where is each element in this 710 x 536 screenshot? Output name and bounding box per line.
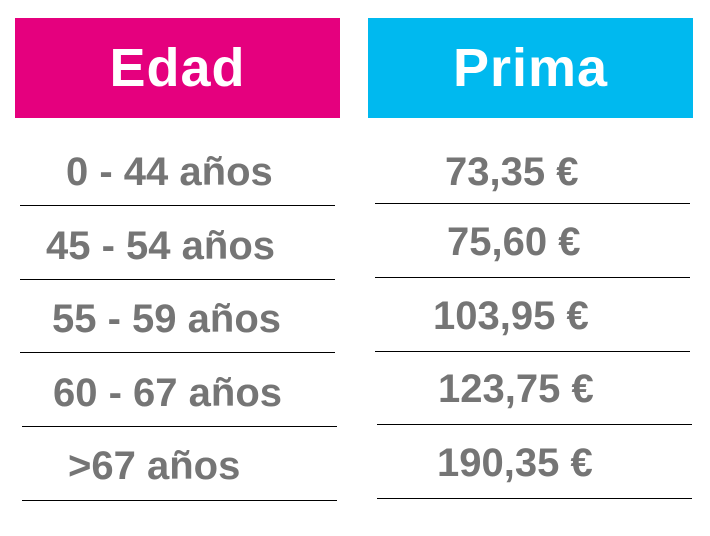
edad-cell-4: 60 - 67 años (53, 371, 283, 415)
prima-cell-4: 123,75 € (438, 367, 594, 411)
prima-header: Prima (368, 18, 693, 118)
edad-header-label: Edad (109, 38, 246, 98)
prima-row-divider (375, 203, 690, 204)
edad-row-divider (20, 205, 335, 206)
edad-cell-2: 45 - 54 años (46, 224, 276, 268)
edad-header: Edad (15, 18, 340, 118)
prima-row-divider (377, 424, 692, 425)
edad-row-divider (22, 426, 337, 427)
edad-cell-5: >67 años (68, 444, 241, 488)
edad-row-divider (22, 500, 337, 501)
prima-row-divider (375, 277, 690, 278)
prima-row-divider (375, 351, 690, 352)
prima-row-divider (377, 498, 692, 499)
edad-cell-1: 0 - 44 años (66, 150, 273, 194)
prima-cell-3: 103,95 € (433, 294, 589, 338)
edad-row-divider (20, 352, 335, 353)
prima-header-label: Prima (452, 38, 609, 98)
prima-cell-2: 75,60 € (447, 220, 581, 264)
prima-cell-1: 73,35 € (445, 150, 579, 194)
edad-cell-3: 55 - 59 años (52, 297, 282, 341)
prima-cell-5: 190,35 € (437, 441, 593, 485)
edad-row-divider (20, 279, 335, 280)
